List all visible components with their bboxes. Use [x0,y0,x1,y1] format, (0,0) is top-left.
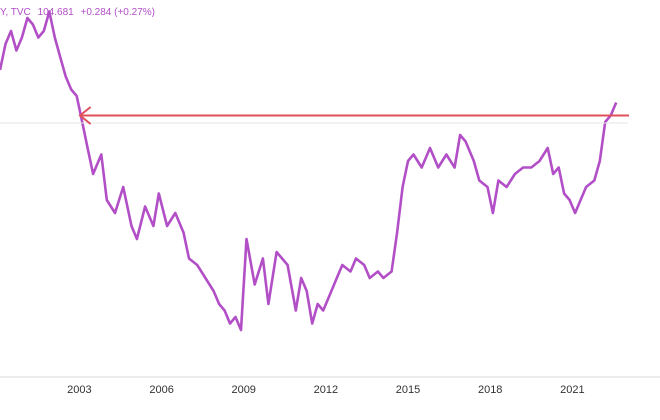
x-tick-label: 2015 [396,384,420,396]
x-axis-ticks: 2003 2006 2009 2012 2015 2018 2021 [67,384,584,396]
arrow-head [78,106,91,125]
x-tick-label: 2006 [149,384,173,396]
x-tick-label: 2018 [478,384,502,396]
chart-legend: Y, TVC 104.681 +0.284 (+0.27%) [0,6,159,20]
series-line-0 [0,10,618,332]
plot-area [0,10,618,332]
legend-change: +0.284 (+0.27%) [80,7,155,18]
legend-last-value: 104.681 [37,7,74,18]
x-tick-label: 2021 [560,384,584,396]
x-tick-label: 2009 [231,384,255,396]
x-tick-label: 2012 [314,384,338,396]
legend-symbol: Y, TVC [0,7,31,18]
x-tick-label: 2003 [67,384,91,396]
arrow-annotation [78,106,629,125]
